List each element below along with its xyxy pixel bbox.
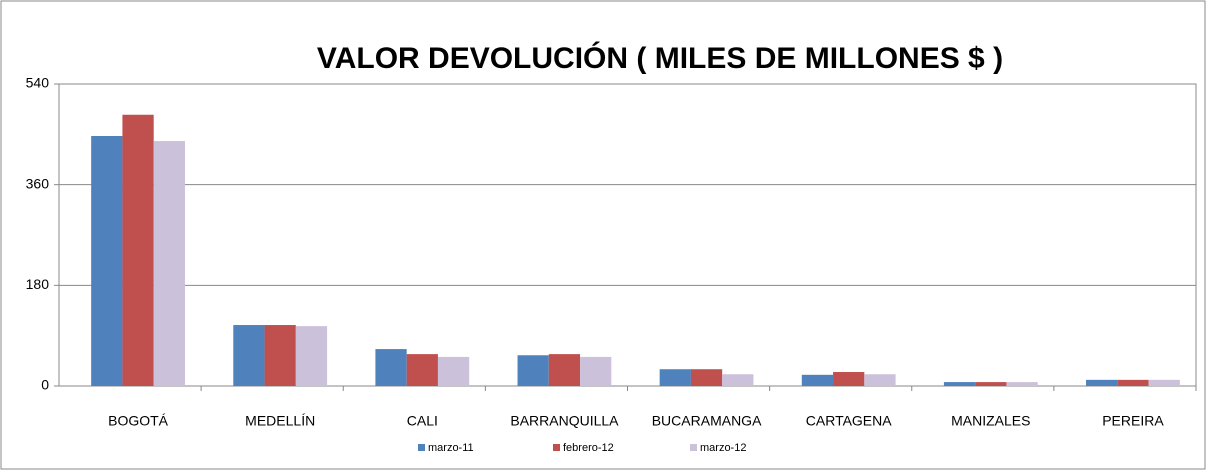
legend-label: marzo-11 <box>428 442 474 454</box>
legend-label: febrero-12 <box>563 442 614 454</box>
bar <box>264 325 296 386</box>
x-tick-label: PEREIRA <box>1102 413 1164 429</box>
bar <box>437 356 470 386</box>
x-tick-label: MANIZALES <box>951 413 1030 429</box>
bar <box>943 382 976 386</box>
bar <box>1148 379 1180 386</box>
x-tick-label: CARTAGENA <box>806 413 892 429</box>
plot-area <box>58 83 1197 387</box>
legend-label: marzo-12 <box>700 442 746 454</box>
bar <box>1086 379 1118 386</box>
bar <box>122 114 154 386</box>
bar <box>975 382 1007 386</box>
x-tick-label: BUCARAMANGA <box>652 413 762 429</box>
bar <box>690 369 723 386</box>
legend-swatch <box>418 444 425 451</box>
bar <box>580 356 612 386</box>
bar <box>91 136 123 386</box>
x-tick-label: BARRANQUILLA <box>510 413 619 429</box>
bar <box>722 374 754 386</box>
bar <box>801 374 834 386</box>
bar <box>864 374 896 386</box>
bar <box>375 349 407 386</box>
x-tick-label: MEDELLÍN <box>245 413 315 429</box>
bar <box>833 372 865 386</box>
bar <box>295 326 328 386</box>
legend-swatch <box>690 444 697 451</box>
bar <box>659 369 691 386</box>
bar <box>1006 382 1038 386</box>
bar <box>233 325 265 386</box>
chart-title: VALOR DEVOLUCIÓN ( MILES DE MILLONES $ ) <box>317 41 1003 75</box>
legend-swatch <box>553 444 560 451</box>
y-tick-label: 360 <box>26 175 50 191</box>
x-tick-label: CALI <box>407 413 438 429</box>
bar <box>406 354 438 386</box>
bar <box>517 355 549 386</box>
bar <box>1117 379 1149 386</box>
x-tick-label: BOGOTÁ <box>108 413 169 429</box>
y-tick-label: 180 <box>26 276 50 292</box>
y-tick-label: 540 <box>26 75 50 91</box>
bar <box>548 354 581 386</box>
y-tick-label: 0 <box>41 377 49 393</box>
bar <box>153 141 185 386</box>
